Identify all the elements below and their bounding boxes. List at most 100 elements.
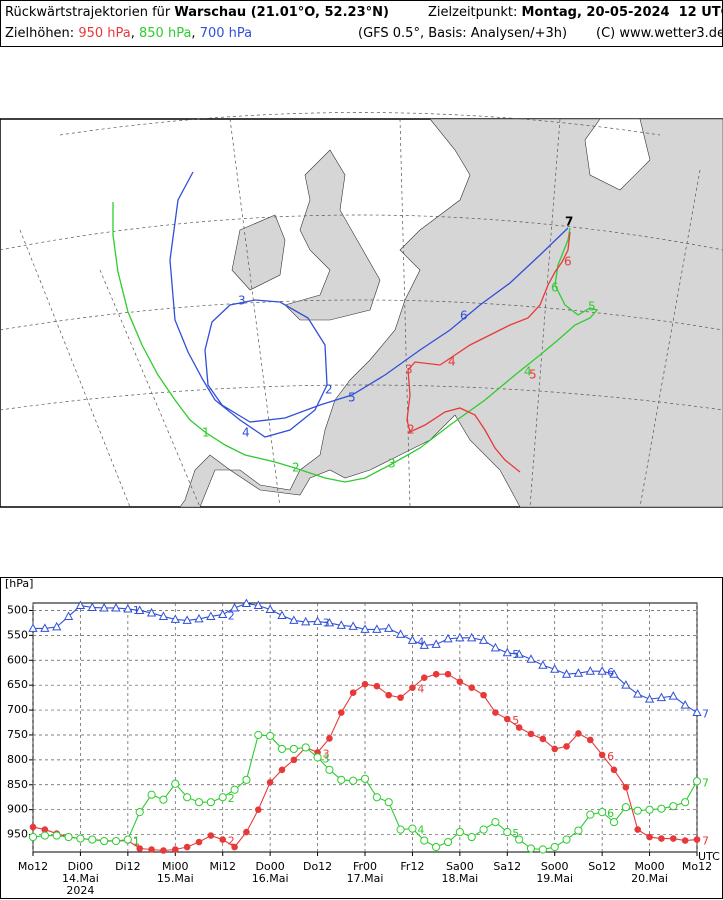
point xyxy=(539,735,547,743)
trajectory-850 xyxy=(112,202,599,483)
trajectory-700 xyxy=(169,171,569,438)
point xyxy=(492,709,499,716)
point xyxy=(479,825,488,834)
y-tick-label: 550 xyxy=(7,628,28,641)
point xyxy=(550,664,560,673)
point xyxy=(159,795,168,804)
day-label: 7 xyxy=(702,835,709,848)
x-tick-label: So12 xyxy=(588,860,616,873)
day-label: 6 xyxy=(607,750,614,763)
point xyxy=(99,602,109,612)
point xyxy=(598,751,606,759)
point xyxy=(397,694,404,701)
point xyxy=(194,798,204,807)
date-label: 19.Mai xyxy=(536,872,573,885)
point xyxy=(372,624,382,633)
map: 3 4 2 5 6 7 1 2 3 4 5 6 2 3 4 5 6 xyxy=(0,112,723,508)
ireland xyxy=(231,214,286,291)
x-tick-label: Di00 xyxy=(68,860,94,873)
x-tick-label: Mo12 xyxy=(18,860,48,873)
point xyxy=(526,654,536,663)
map-day-label: 6 xyxy=(460,309,468,323)
point xyxy=(326,735,333,742)
date-label: 18.Mai xyxy=(441,872,478,885)
graticule xyxy=(0,112,723,508)
point xyxy=(136,845,144,852)
point xyxy=(254,806,262,813)
point xyxy=(432,842,441,852)
point xyxy=(76,834,85,843)
map-day-label: 2 xyxy=(292,461,300,475)
point xyxy=(658,835,665,842)
day-label: 3 xyxy=(323,752,330,765)
header-line-1: Rückwärtstrajektorien für Warschau (21.0… xyxy=(5,5,389,20)
point xyxy=(183,843,191,851)
chart-frame xyxy=(0,577,723,899)
point xyxy=(633,806,642,815)
x-tick-label: So00 xyxy=(541,860,569,873)
point xyxy=(432,670,440,678)
point xyxy=(563,743,570,750)
day-label: 4 xyxy=(417,635,424,648)
point xyxy=(656,692,667,702)
point xyxy=(182,615,192,624)
point xyxy=(87,602,97,611)
point xyxy=(29,823,37,831)
point xyxy=(610,766,618,774)
point xyxy=(634,826,642,833)
point xyxy=(420,836,429,845)
point xyxy=(348,621,358,630)
point xyxy=(146,607,157,617)
point xyxy=(290,756,298,764)
target-time: Montag, 20-05-2024 12 UTC xyxy=(521,5,723,20)
point xyxy=(538,660,548,669)
point xyxy=(360,774,370,783)
point xyxy=(598,808,607,817)
date-label: 16.Mai xyxy=(252,872,289,885)
point xyxy=(183,793,192,802)
point xyxy=(384,623,394,632)
map-day-label: 4 xyxy=(524,365,532,379)
plot: 500 550 600 650 700 750 800 850 900 950 Mo12 Di00 Di… xyxy=(7,598,712,897)
map-day-label: 3 xyxy=(238,294,246,308)
point xyxy=(657,804,666,813)
point xyxy=(621,803,630,812)
point xyxy=(680,700,690,709)
year-label: 2024 xyxy=(66,884,94,897)
point xyxy=(231,843,238,851)
y-tick-label: 500 xyxy=(7,603,28,616)
y-tick-label: 950 xyxy=(7,828,28,841)
point xyxy=(622,783,630,791)
map-day-label: 4 xyxy=(242,426,250,440)
point xyxy=(147,790,156,799)
point xyxy=(551,745,559,753)
point xyxy=(313,753,322,762)
point xyxy=(527,730,535,738)
title: Rückwärtstrajektorien für xyxy=(5,5,171,20)
day-label: 6 xyxy=(607,807,614,820)
point xyxy=(597,666,607,675)
point xyxy=(123,835,132,844)
y-tick-label: 900 xyxy=(7,803,28,816)
point xyxy=(550,842,559,852)
continent xyxy=(179,118,723,508)
legend-700: 700 hPa xyxy=(199,26,253,41)
point xyxy=(669,835,677,842)
point xyxy=(444,670,452,678)
point xyxy=(312,616,323,625)
point xyxy=(478,635,489,644)
point xyxy=(681,837,689,844)
point xyxy=(455,632,465,642)
point xyxy=(420,674,428,681)
point xyxy=(218,793,227,802)
point xyxy=(575,730,582,737)
x-tick-label: Do12 xyxy=(303,860,332,873)
map-day-label: 2 xyxy=(325,383,333,397)
day-label: 2 xyxy=(228,835,235,848)
point xyxy=(372,793,381,802)
point xyxy=(361,680,369,688)
point xyxy=(229,602,240,612)
point xyxy=(609,669,619,678)
map-day-label: 5 xyxy=(529,368,537,382)
